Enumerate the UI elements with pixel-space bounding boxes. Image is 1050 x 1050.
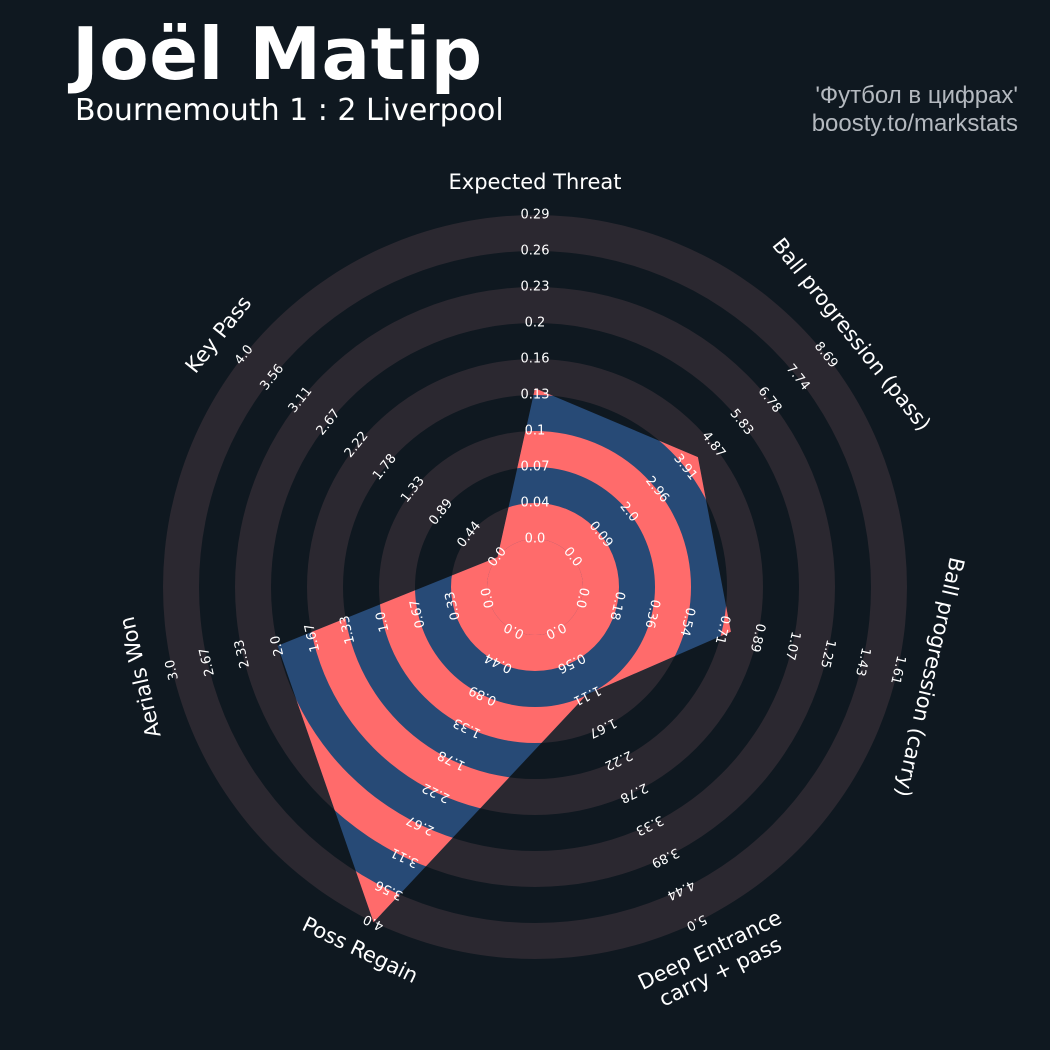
credit-url: boosty.to/markstats <box>811 110 1018 137</box>
tick-label: 0.67 <box>407 598 428 630</box>
tick-label: 3.0 <box>163 658 182 682</box>
center-disc <box>487 539 583 635</box>
axis-label: Aerials Won <box>115 614 166 740</box>
tick-label: 1.67 <box>302 622 323 654</box>
tick-label: 2.0 <box>268 634 287 658</box>
tick-label: 0.36 <box>641 598 662 630</box>
tick-label: 2.67 <box>197 646 218 678</box>
tick-label: 0.54 <box>677 606 698 638</box>
tick-label: 0.04 <box>521 496 550 511</box>
tick-label: 0.1 <box>525 424 546 439</box>
tick-label: 1.07 <box>782 630 803 662</box>
tick-label: 0.23 <box>521 280 550 295</box>
tick-label: 0.16 <box>521 352 550 367</box>
tick-label: 1.33 <box>337 614 358 646</box>
tick-label: 0.13 <box>521 388 550 403</box>
tick-label: 0.0 <box>572 586 591 610</box>
tick-label: 0.18 <box>606 590 627 622</box>
tick-label: 0.33 <box>443 590 464 622</box>
tick-label: 1.25 <box>817 638 838 670</box>
tick-label: 0.0 <box>479 586 498 610</box>
tick-label: 0.26 <box>521 244 550 259</box>
axis-label: Expected Threat <box>449 170 622 194</box>
tick-label: 0.89 <box>747 622 768 654</box>
tick-label: 0.07 <box>521 460 550 475</box>
match-subtitle: Bournemouth 1 : 2 Liverpool <box>75 93 504 128</box>
credit-source: 'Футбол в цифрах' <box>815 82 1018 109</box>
tick-label: 1.43 <box>852 646 873 678</box>
tick-label: 1.0 <box>373 610 392 634</box>
tick-label: 2.33 <box>232 638 253 670</box>
tick-label: 0.2 <box>525 316 546 331</box>
tick-label: 0.71 <box>712 614 733 646</box>
player-name-title: Joël Matip <box>72 12 483 96</box>
tick-label: 1.61 <box>887 654 908 686</box>
tick-label: 0.0 <box>525 532 546 547</box>
credit-block: 'Футбол в цифрах' boosty.to/markstats <box>812 82 1018 138</box>
tick-label: 0.29 <box>521 208 550 223</box>
